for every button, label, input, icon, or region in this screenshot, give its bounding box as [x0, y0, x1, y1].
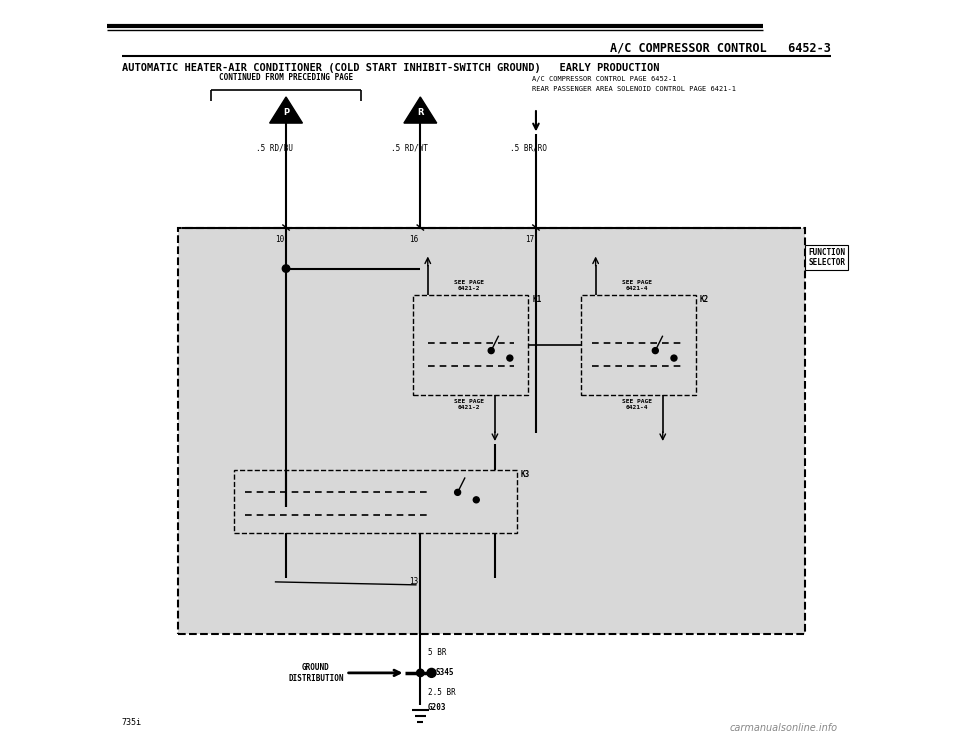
Bar [413, 295, 529, 395]
Text: R: R [417, 108, 423, 117]
Text: 2.5 BR: 2.5 BR [428, 688, 456, 697]
Text: .5 RD/WT: .5 RD/WT [391, 143, 427, 152]
Text: .5 BR/RO: .5 BR/RO [510, 143, 547, 152]
Text: A/C COMPRESSOR CONTROL   6452-3: A/C COMPRESSOR CONTROL 6452-3 [610, 41, 830, 54]
Text: SEE PAGE
6421-4: SEE PAGE 6421-4 [622, 280, 652, 291]
Circle shape [473, 497, 479, 503]
Text: G203: G203 [428, 703, 446, 712]
Text: 10: 10 [276, 235, 284, 244]
Text: SEE PAGE
6421-2: SEE PAGE 6421-2 [454, 399, 484, 410]
Text: REAR PASSENGER AREA SOLENOID CONTROL PAGE 6421-1: REAR PASSENGER AREA SOLENOID CONTROL PAG… [532, 86, 736, 92]
Circle shape [455, 489, 461, 495]
Circle shape [417, 669, 424, 677]
Text: carmanualsonline.info: carmanualsonline.info [730, 723, 838, 733]
Text: 5 BR: 5 BR [428, 648, 446, 657]
Text: 17: 17 [525, 235, 535, 244]
Text: SEE PAGE
6421-4: SEE PAGE 6421-4 [622, 399, 652, 410]
Text: K2: K2 [700, 295, 709, 304]
Bar [234, 470, 517, 533]
Circle shape [489, 348, 494, 354]
Circle shape [671, 355, 677, 361]
Text: .5 RD/BU: .5 RD/BU [256, 143, 294, 152]
Circle shape [507, 355, 513, 361]
Text: GROUND
DISTRIBUTION: GROUND DISTRIBUTION [288, 663, 344, 683]
Text: 13: 13 [410, 577, 419, 586]
Polygon shape [270, 97, 302, 123]
Text: 735i: 735i [122, 718, 142, 727]
Bar [178, 228, 804, 634]
Text: S345: S345 [435, 668, 454, 677]
Text: K1: K1 [532, 295, 541, 304]
Text: 16: 16 [410, 235, 419, 244]
Circle shape [282, 265, 290, 272]
Text: A/C COMPRESSOR CONTROL PAGE 6452-1: A/C COMPRESSOR CONTROL PAGE 6452-1 [532, 76, 677, 82]
Text: AUTOMATIC HEATER-AIR CONDITIONER (COLD START INHIBIT-SWITCH GROUND)   EARLY PROD: AUTOMATIC HEATER-AIR CONDITIONER (COLD S… [122, 63, 660, 73]
Text: K3: K3 [521, 470, 530, 479]
Text: SEE PAGE
6421-2: SEE PAGE 6421-2 [454, 280, 484, 291]
Text: CONTINUED FROM PRECEDING PAGE: CONTINUED FROM PRECEDING PAGE [219, 73, 353, 82]
Circle shape [653, 348, 659, 354]
Text: FUNCTION
SELECTOR: FUNCTION SELECTOR [808, 248, 845, 267]
Text: P: P [283, 108, 289, 117]
Polygon shape [404, 97, 437, 123]
Bar [581, 295, 696, 395]
Circle shape [427, 668, 436, 677]
